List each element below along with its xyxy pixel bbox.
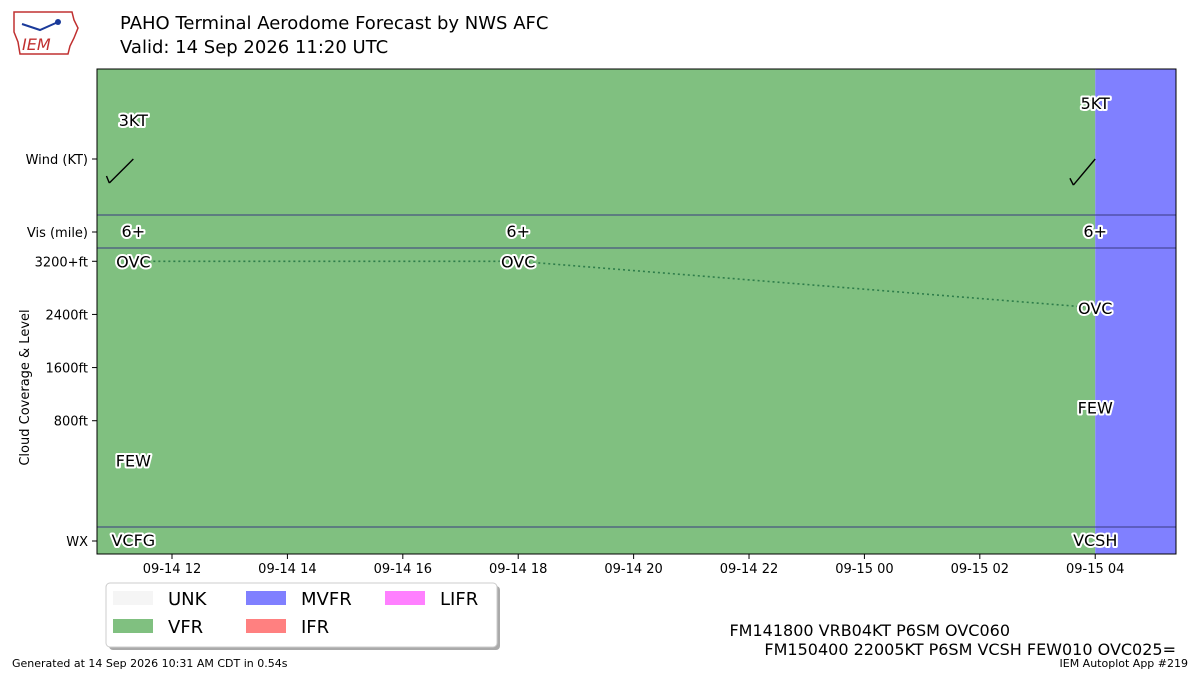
- cloud-tick-label: 1600ft: [45, 362, 88, 377]
- visibility-label: 6+: [506, 222, 530, 241]
- legend-label-mvfr: MVFR: [301, 589, 352, 610]
- cloud-cover-label: OVC: [1078, 299, 1112, 318]
- x-tick-label: 09-14 18: [489, 562, 547, 577]
- x-tick-label: 09-15 00: [835, 562, 893, 577]
- legend-swatch-ifr: [246, 619, 286, 633]
- visibility-label: 6+: [1083, 222, 1107, 241]
- taf-line-1: FM141800 VRB04KT P6SM OVC060: [729, 621, 1010, 640]
- vis-row-label: Vis (mile): [27, 226, 88, 241]
- legend-label-lifr: LIFR: [440, 589, 478, 610]
- app-note: IEM Autoplot App #219: [1059, 657, 1189, 670]
- iem-logo: IEM: [10, 6, 80, 62]
- cloud-level-line: [133, 260, 1096, 309]
- taf-line-2: FM150400 22005KT P6SM VCSH FEW010 OVC025…: [764, 640, 1176, 659]
- wx-row-label: WX: [66, 535, 88, 550]
- wind-barb-staff: [1072, 158, 1096, 186]
- wind-speed-label: 5KT: [1081, 94, 1110, 113]
- cloud-cover-label: OVC: [501, 252, 535, 271]
- category-band-mvfr: [1095, 69, 1176, 554]
- cloud-cover-label: FEW: [1078, 398, 1113, 417]
- cloud-cover-label: OVC: [116, 252, 150, 271]
- legend-label-unk: UNK: [168, 589, 208, 610]
- wind-barb-staff: [108, 158, 134, 184]
- weather-label: VCSH: [1073, 531, 1117, 550]
- x-tick-label: 09-14 22: [720, 562, 778, 577]
- x-tick-label: 09-14 16: [374, 562, 432, 577]
- x-tick-label: 09-14 20: [604, 562, 662, 577]
- legend-label-ifr: IFR: [301, 617, 329, 638]
- wind-row-label: Wind (KT): [26, 153, 88, 168]
- wind-barb-feather: [105, 175, 110, 184]
- cloud-tick-label: 3200+ft: [35, 255, 88, 270]
- wind-barb: [105, 158, 134, 184]
- cloud-tick-label: 2400ft: [45, 308, 88, 323]
- cloud-cover-label: FEW: [116, 452, 151, 471]
- legend: UNK VFR MVFR IFR LIFR: [105, 582, 500, 650]
- x-tick-label: 09-15 04: [1066, 562, 1124, 577]
- category-band-vfr: [97, 69, 1096, 554]
- logo-text: IEM: [22, 35, 51, 54]
- wind-barb: [1069, 158, 1096, 186]
- legend-swatch-unk: [113, 591, 153, 605]
- visibility-label: 6+: [122, 222, 146, 241]
- wind-barb-feather: [1069, 177, 1074, 186]
- legend-label-vfr: VFR: [168, 617, 203, 638]
- wind-speed-label: 3KT: [119, 111, 148, 130]
- chart-title: PAHO Terminal Aerodome Forecast by NWS A…: [120, 13, 549, 34]
- cloud-tick-label: 800ft: [54, 415, 88, 430]
- y-axis-label: Cloud Coverage & Level: [18, 309, 33, 465]
- x-tick-label: 09-14 14: [258, 562, 316, 577]
- weather-label: VCFG: [111, 531, 155, 550]
- x-tick-label: 09-14 12: [143, 562, 201, 577]
- plot-frame: [96, 68, 1177, 555]
- legend-swatch-lifr: [385, 591, 425, 605]
- legend-swatch-mvfr: [246, 591, 286, 605]
- chart-subtitle: Valid: 14 Sep 2026 11:20 UTC: [120, 37, 389, 58]
- generated-note: Generated at 14 Sep 2026 10:31 AM CDT in…: [12, 657, 288, 670]
- x-tick-label: 09-15 02: [951, 562, 1009, 577]
- legend-swatch-vfr: [113, 619, 153, 633]
